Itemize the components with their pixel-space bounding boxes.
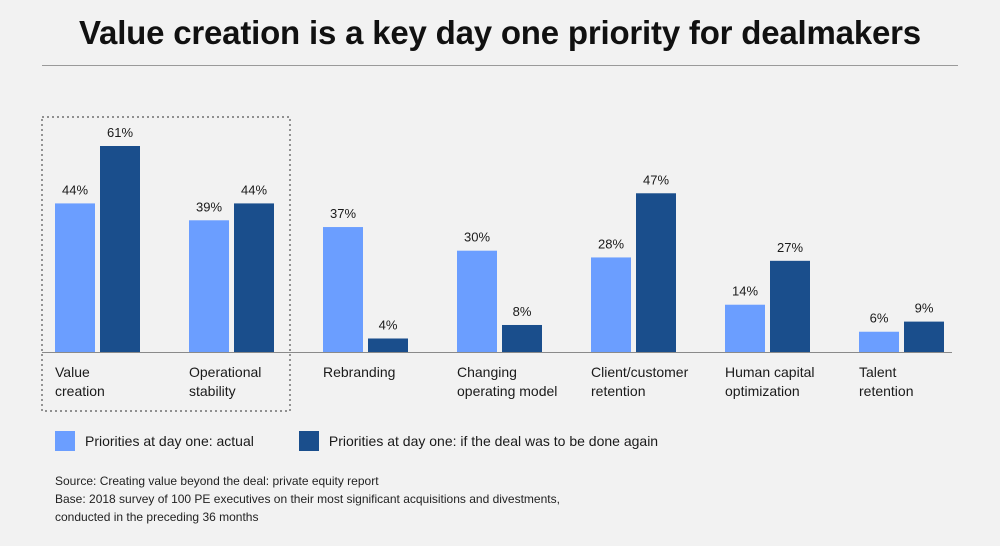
- data-label-actual: 30%: [464, 230, 490, 245]
- bar-actual: [725, 304, 765, 352]
- legend-item-again: Priorities at day one: if the deal was t…: [298, 431, 659, 451]
- category-label: retention: [591, 383, 645, 399]
- bar-chart: 44% 61% Value creation 39% 44% Operational stab…: [41, 116, 952, 412]
- data-label-again: 27%: [777, 240, 803, 255]
- category-label: Human capital: [725, 364, 815, 380]
- title-divider: [42, 65, 958, 66]
- bar-actual: [859, 331, 899, 352]
- category-label: operating model: [457, 383, 557, 399]
- bar-actual: [323, 227, 363, 352]
- category-label: Operational: [189, 364, 261, 380]
- data-label-again: 61%: [107, 125, 133, 140]
- data-label-actual: 28%: [598, 236, 624, 251]
- source-line: Source: Creating value beyond the deal: …: [55, 474, 379, 488]
- legend: Priorities at day one: actual Priorities…: [55, 430, 703, 452]
- legend-label-actual: Priorities at day one: actual: [85, 433, 254, 449]
- bar-again: [234, 203, 274, 352]
- highlight-box: [41, 116, 291, 412]
- chart-title: Value creation is a key day one priority…: [79, 14, 921, 51]
- source-note: Source: Creating value beyond the deal: …: [55, 472, 560, 526]
- data-label-again: 4%: [379, 317, 398, 332]
- data-label-again: 8%: [513, 304, 532, 319]
- data-label-again: 47%: [643, 172, 669, 187]
- bar-again: [368, 338, 408, 352]
- data-label-again: 44%: [241, 182, 267, 197]
- data-label-actual: 39%: [196, 199, 222, 214]
- data-label-actual: 14%: [732, 284, 758, 299]
- category-label: Talent: [859, 364, 896, 380]
- data-label-actual: 44%: [62, 182, 88, 197]
- base-line-continued: conducted in the preceding 36 months: [55, 510, 259, 524]
- bar-again: [100, 146, 140, 352]
- data-label-actual: 6%: [870, 311, 889, 326]
- data-label-again: 9%: [915, 301, 934, 316]
- bar-actual: [189, 220, 229, 352]
- base-line: Base: 2018 survey of 100 PE executives o…: [55, 492, 560, 506]
- bar-again: [636, 193, 676, 352]
- category-label: optimization: [725, 383, 800, 399]
- legend-label-again: Priorities at day one: if the deal was t…: [328, 433, 659, 449]
- category-label: Value: [55, 364, 90, 380]
- legend-item-actual: Priorities at day one: actual: [55, 431, 254, 451]
- bar-again: [904, 321, 944, 352]
- bar-actual: [55, 203, 95, 352]
- legend-swatch-actual: [55, 431, 75, 451]
- bar-actual: [457, 250, 497, 352]
- category-label: Changing: [457, 364, 517, 380]
- bar-again: [502, 324, 542, 352]
- category-label: creation: [55, 383, 105, 399]
- category-label: retention: [859, 383, 913, 399]
- legend-swatch-again: [298, 431, 319, 451]
- category-label: stability: [189, 383, 236, 399]
- data-label-actual: 37%: [330, 206, 356, 221]
- category-label: Rebranding: [323, 364, 395, 380]
- bar-again: [770, 260, 810, 352]
- bar-actual: [591, 257, 631, 352]
- category-label: Client/customer: [591, 364, 689, 380]
